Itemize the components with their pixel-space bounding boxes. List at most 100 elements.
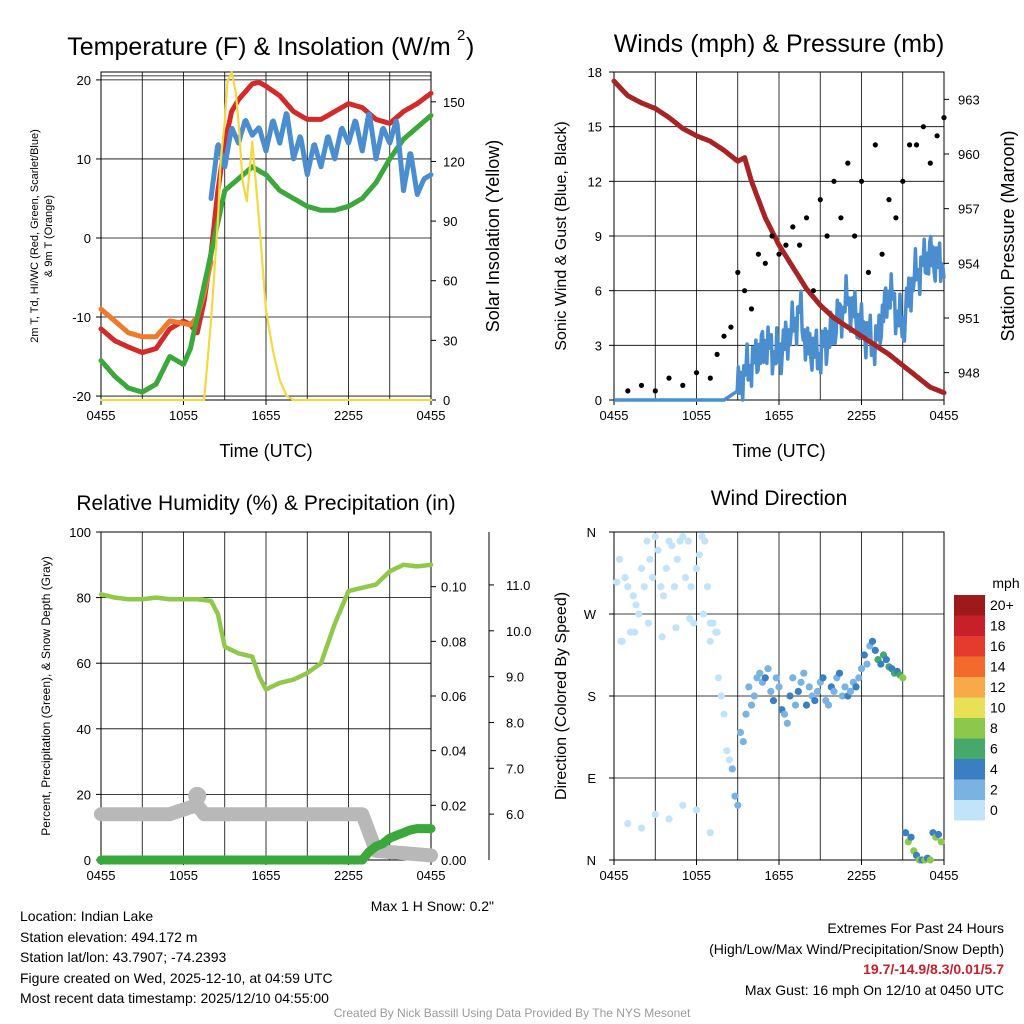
direction-point <box>789 674 797 682</box>
x-tick-label: 1055 <box>682 408 711 423</box>
direction-point <box>745 683 753 691</box>
x-axis-label: Time (UTC) <box>732 441 825 461</box>
panel-3 <box>609 531 945 865</box>
x-tick-label: 0455 <box>87 868 116 883</box>
x-tick-label: 0455 <box>600 868 629 883</box>
chart-title: Relative Humidity (%) & Precipitation (i… <box>76 492 455 515</box>
direction-point <box>841 683 849 691</box>
gust-point <box>735 269 741 275</box>
y-tick-label: 100 <box>69 525 91 540</box>
legend-swatch <box>954 759 985 780</box>
direction-point <box>701 537 709 545</box>
legend-label: 18 <box>990 618 1006 634</box>
direction-point <box>857 665 866 673</box>
direction-point <box>747 701 756 709</box>
gust-point <box>721 333 727 339</box>
legend-swatch <box>954 677 985 698</box>
direction-point <box>811 697 819 705</box>
direction-point <box>668 542 676 550</box>
gust-point <box>693 370 700 376</box>
x-tick-label: 0455 <box>417 868 446 883</box>
y-tick-label: 15 <box>588 120 602 135</box>
legend-label: 12 <box>990 679 1006 695</box>
gust-point <box>824 233 830 239</box>
direction-point <box>720 710 728 718</box>
direction-point <box>767 687 775 696</box>
recent-text: Most recent data timestamp: 2025/12/10 0… <box>20 990 329 1006</box>
gust-point <box>783 242 789 248</box>
direction-point <box>686 615 694 623</box>
y-tick-label: -20 <box>72 389 91 404</box>
gust-point <box>927 160 933 166</box>
direction-point <box>637 564 646 573</box>
location-text: Location: Indian Lake <box>20 908 154 924</box>
direction-point <box>863 660 871 668</box>
extremes-title: Extremes For Past 24 Hours <box>827 920 1004 936</box>
snow-tick-label: 8.0 <box>506 715 524 730</box>
direction-point <box>679 801 687 809</box>
x-tick-label: 0455 <box>417 408 446 423</box>
gust-point <box>762 260 768 266</box>
direction-point <box>736 728 745 737</box>
direction-point <box>786 692 794 700</box>
direction-point <box>681 574 690 582</box>
series-line-relative-humidity <box>98 562 434 692</box>
direction-point <box>772 674 780 682</box>
direction-point <box>672 624 680 632</box>
direction-point <box>802 701 811 709</box>
legend-label: 8 <box>990 720 998 736</box>
gust-point <box>879 251 885 257</box>
gust-point <box>810 288 817 294</box>
x-tick-label: 0455 <box>600 408 629 423</box>
gust-point <box>728 324 734 330</box>
legend-swatch <box>954 697 985 718</box>
direction-point <box>725 756 734 764</box>
gust-point <box>776 251 782 257</box>
series-line-2m-t <box>98 79 434 356</box>
gust-point <box>886 197 892 203</box>
legend-swatch <box>954 779 985 800</box>
legend-label: 16 <box>990 638 1006 654</box>
legend-swatch <box>954 738 985 759</box>
precip-tick-label: 0.00 <box>441 853 466 868</box>
y2-tick-label: 951 <box>958 311 980 326</box>
legend-swatch <box>954 636 985 657</box>
y-tick-label: S <box>587 689 596 704</box>
gust-point <box>865 269 872 275</box>
y-tick-label: 60 <box>77 656 91 671</box>
y2-tick-label: 150 <box>443 95 465 110</box>
series-line-wind-chill <box>208 111 434 201</box>
x-tick-label: 0455 <box>930 408 959 423</box>
y2-tick-label: 90 <box>443 214 457 229</box>
x-axis-label: Time (UTC) <box>219 441 312 461</box>
direction-point <box>926 856 934 864</box>
direction-point <box>835 669 844 677</box>
legend-swatch <box>954 718 985 739</box>
direction-point <box>868 637 877 645</box>
y-tick-label: 20 <box>77 73 91 88</box>
credit-text: Created By Nick Bassill Using Data Provi… <box>333 1006 691 1020</box>
precip-tick-label: 0.06 <box>441 689 466 704</box>
y-tick-label: N <box>587 525 596 540</box>
title-close-paren: ) <box>466 33 474 61</box>
direction-point <box>617 637 625 645</box>
direction-point <box>794 687 802 696</box>
station-info: Location: Indian Lake Station elevation:… <box>20 906 333 1009</box>
direction-point <box>764 665 772 673</box>
chart-title: Temperature (F) & Insolation (W/m <box>67 33 450 61</box>
direction-point <box>739 738 747 746</box>
x-tick-label: 1655 <box>765 868 794 883</box>
y-axis-label-line1: 2m T, Td, HI/WC (Red, Green, Scarlet/Blu… <box>29 129 41 343</box>
series-line-precipitation <box>96 824 436 865</box>
direction-point <box>615 555 624 563</box>
direction-point <box>637 824 646 832</box>
direction-point <box>824 701 833 709</box>
y-axis-label: Direction (Colored By Speed) <box>553 592 570 800</box>
gust-point <box>934 133 940 139</box>
direction-point <box>775 683 783 691</box>
extremes-subtitle: (High/Low/Max Wind/Precipitation/Snow De… <box>709 940 1004 957</box>
direction-point <box>654 546 662 554</box>
series-line-sonic-wind <box>613 234 946 402</box>
direction-point <box>657 583 665 591</box>
